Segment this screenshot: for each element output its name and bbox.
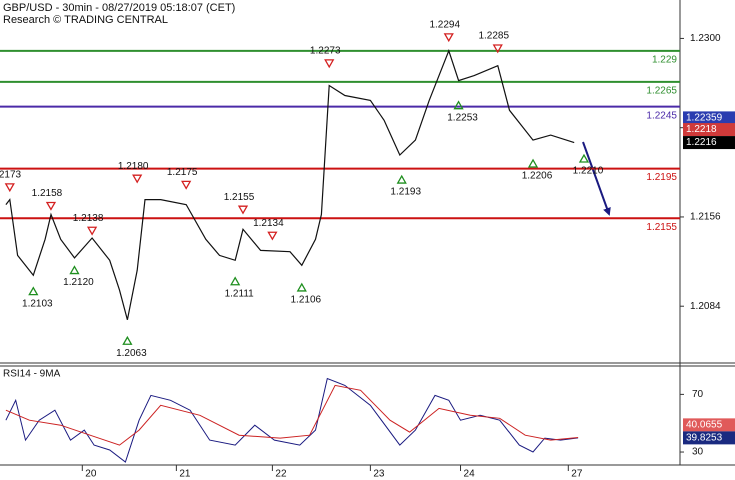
pivot-marker	[453, 100, 464, 110]
pivot-marker	[45, 201, 57, 211]
pivot-marker	[396, 174, 407, 184]
value-box-label: 1.22359	[686, 113, 723, 124]
pivot-label: 1.2155	[224, 192, 255, 203]
y-tick-label: 1.2300	[690, 33, 721, 44]
pivot-label: 1.2193	[390, 187, 421, 198]
chart-subtitle: Research © TRADING CENTRAL	[3, 14, 168, 26]
x-tick-label: 23	[373, 469, 385, 480]
value-box	[683, 111, 735, 125]
pivot-marker	[324, 59, 335, 69]
pivot-marker	[181, 180, 192, 190]
pivot-label: 1.2173	[0, 170, 22, 181]
x-tick-label: 21	[179, 469, 191, 480]
pivot-marker	[132, 174, 143, 184]
y-tick-label: 1.2084	[690, 301, 721, 312]
level-label: 1.229	[652, 54, 677, 65]
pivot-label: 1.2103	[22, 298, 53, 309]
panel-title: RSI14 - 9MA	[3, 369, 61, 380]
chart-title: GBP/USD - 30min - 08/27/2019 05:18:07 (C…	[3, 2, 235, 14]
value-box	[683, 418, 735, 432]
pivot-label: 1.2063	[116, 348, 147, 359]
level-label: 1.2265	[646, 85, 677, 96]
y-tick-label: 1.2156	[690, 212, 721, 223]
value-box-label: 1.2218	[686, 124, 717, 135]
y-tick-label: 70	[692, 389, 704, 400]
rsi-line	[5, 384, 579, 446]
level-label: 1.2195	[646, 172, 677, 183]
pivot-label: 1.2158	[32, 188, 63, 199]
pivot-label: 1.2180	[118, 161, 149, 172]
pivot-label: 1.2285	[478, 31, 509, 42]
pivot-label: 1.2175	[167, 167, 198, 178]
pivot-marker	[86, 226, 98, 236]
pivot-marker	[69, 265, 80, 275]
pivot-marker	[28, 286, 39, 296]
pivot-label: 1.2111	[225, 288, 255, 299]
pivot-label: 1.2210	[573, 166, 604, 177]
price-line	[5, 49, 575, 320]
pivot-marker	[492, 44, 503, 54]
value-box-label: 40.0655	[686, 420, 723, 431]
x-tick-label: 22	[275, 469, 287, 480]
pivot-marker	[4, 183, 15, 193]
pivot-label: 1.2106	[290, 295, 321, 306]
level-label: 1.2155	[646, 222, 677, 233]
x-tick-label: 24	[464, 469, 476, 480]
x-tick-label: 27	[571, 469, 583, 480]
pivot-marker	[122, 335, 133, 345]
value-box-label: 39.8253	[686, 433, 723, 444]
pivot-marker	[230, 276, 241, 286]
level-label: 1.2245	[646, 110, 677, 121]
pivot-marker	[443, 33, 454, 43]
forecast-arrow	[582, 141, 611, 216]
pivot-marker	[527, 158, 539, 168]
pivot-label: 1.2253	[447, 112, 478, 123]
value-box	[683, 136, 735, 150]
pivot-label: 1.2294	[429, 20, 460, 31]
y-tick-label: 30	[692, 447, 704, 458]
pivot-label: 1.2273	[310, 46, 341, 57]
value-box	[683, 431, 735, 445]
pivot-label: 1.2206	[522, 171, 553, 182]
value-box	[683, 123, 735, 137]
pivot-marker	[296, 282, 307, 292]
pivot-marker	[578, 153, 590, 163]
pivot-label: 1.2138	[73, 213, 104, 224]
pivot-label: 1.2120	[63, 277, 94, 288]
pivot-label: 1.2134	[253, 218, 284, 229]
pivot-marker	[267, 231, 278, 241]
x-tick-label: 20	[85, 469, 97, 480]
value-box-label: 1.2216	[686, 137, 717, 148]
pivot-marker	[237, 205, 249, 215]
